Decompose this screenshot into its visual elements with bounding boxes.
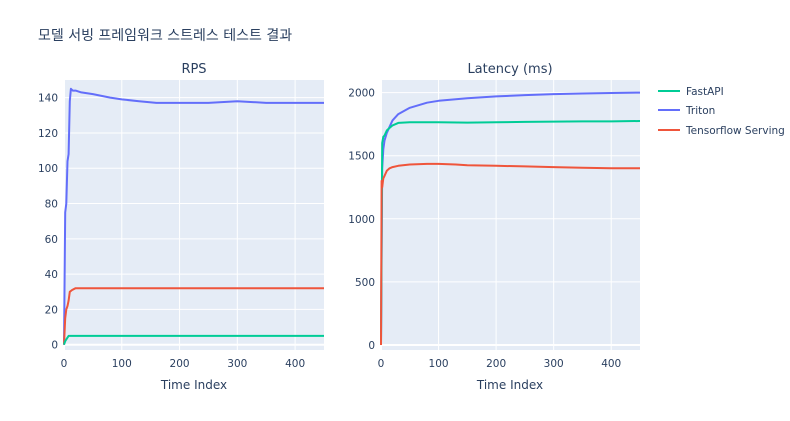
series-line-tensorflow-serving (380, 162, 640, 346)
x-tick-label: 300 (544, 358, 564, 370)
y-tick-label: 20 (45, 304, 58, 316)
x-tick-label: 200 (170, 358, 190, 370)
latency-plot-area (381, 80, 640, 350)
rps-plot-area (64, 80, 324, 350)
figure-title: 모델 서빙 프레임워크 스트레스 테스트 결과 (38, 28, 292, 44)
y-tick-label: 80 (45, 199, 58, 211)
y-tick-label: 1500 (348, 151, 375, 163)
y-tick-label: 100 (38, 163, 58, 175)
legend-item-tensorflow-serving[interactable]: Tensorflow Serving (658, 125, 785, 137)
latency-gridlines (380, 80, 640, 350)
rps-subplot-title: RPS (181, 62, 206, 77)
rps-xaxis-title: Time Index (160, 378, 227, 392)
legend-label-fastapi: FastAPI (686, 86, 724, 98)
y-tick-label: 40 (45, 269, 58, 281)
legend-item-triton[interactable]: Triton (658, 105, 715, 117)
series-line-triton (63, 87, 324, 345)
series-line-triton (380, 91, 641, 346)
y-tick-label: 140 (38, 93, 58, 105)
latency-series (380, 91, 641, 346)
series-line-tensorflow-serving (63, 287, 324, 345)
latency-subplot-title: Latency (ms) (467, 62, 552, 77)
y-tick-label: 1000 (348, 214, 375, 226)
y-tick-label: 120 (38, 128, 58, 140)
x-tick-label: 200 (486, 358, 506, 370)
legend-label-triton: Triton (685, 105, 715, 117)
latency-subplot: Latency (ms) Time Index 0 100 200 300 400 0 50… (348, 62, 641, 392)
rps-gridlines (63, 80, 324, 350)
x-tick-label: 400 (601, 358, 621, 370)
latency-tick-labels: 0 100 200 300 400 0 500 1000 1500 2000 (348, 88, 621, 370)
y-tick-label: 0 (51, 340, 58, 352)
legend: FastAPI Triton Tensorflow Serving (658, 86, 785, 137)
x-tick-label: 0 (61, 358, 68, 370)
rps-subplot: RPS Time Index 0 100 200 300 400 0 20 40 60 80 100… (38, 62, 324, 392)
y-tick-label: 0 (368, 340, 375, 352)
rps-tick-labels: 0 100 200 300 400 0 20 40 60 80 100 120 140 (38, 93, 305, 370)
x-tick-label: 100 (429, 358, 449, 370)
y-tick-label: 60 (45, 234, 58, 246)
x-tick-label: 100 (112, 358, 132, 370)
x-tick-label: 400 (285, 358, 305, 370)
x-tick-label: 0 (378, 358, 385, 370)
latency-xaxis-title: Time Index (476, 378, 543, 392)
y-tick-label: 2000 (348, 88, 375, 100)
legend-label-tensorflow-serving: Tensorflow Serving (685, 125, 785, 137)
series-line-fastapi (380, 120, 641, 346)
legend-item-fastapi[interactable]: FastAPI (658, 86, 724, 98)
y-tick-label: 500 (355, 277, 375, 289)
x-tick-label: 300 (227, 358, 247, 370)
rps-series (63, 87, 324, 346)
series-line-fastapi (63, 334, 324, 346)
